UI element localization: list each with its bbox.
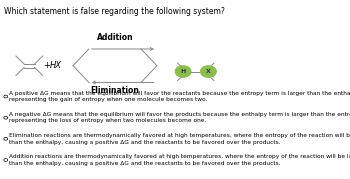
Text: H: H bbox=[181, 69, 186, 74]
Text: A negative ΔG means that the equilibrium will favor the products because the ent: A negative ΔG means that the equilibrium… bbox=[9, 112, 350, 124]
Text: Addition: Addition bbox=[97, 33, 133, 42]
Circle shape bbox=[201, 66, 216, 77]
Text: Addition reactions are thermodynamically favored at high temperatures, where the: Addition reactions are thermodynamically… bbox=[9, 154, 350, 166]
Circle shape bbox=[4, 137, 8, 140]
Circle shape bbox=[4, 159, 8, 161]
Text: Elimination reactions are thermodynamically favored at high temperatures, where : Elimination reactions are thermodynamica… bbox=[9, 133, 350, 145]
Text: Elimination: Elimination bbox=[91, 86, 139, 95]
Text: HX: HX bbox=[50, 61, 62, 70]
Text: A positive ΔG means that the equilibrium will favor the reactants because the en: A positive ΔG means that the equilibrium… bbox=[9, 91, 350, 102]
Text: Which statement is false regarding the following system?: Which statement is false regarding the f… bbox=[4, 7, 225, 16]
Text: +: + bbox=[43, 61, 50, 70]
Circle shape bbox=[175, 66, 191, 77]
Circle shape bbox=[4, 116, 8, 119]
Circle shape bbox=[4, 95, 8, 98]
Text: X: X bbox=[206, 69, 211, 74]
